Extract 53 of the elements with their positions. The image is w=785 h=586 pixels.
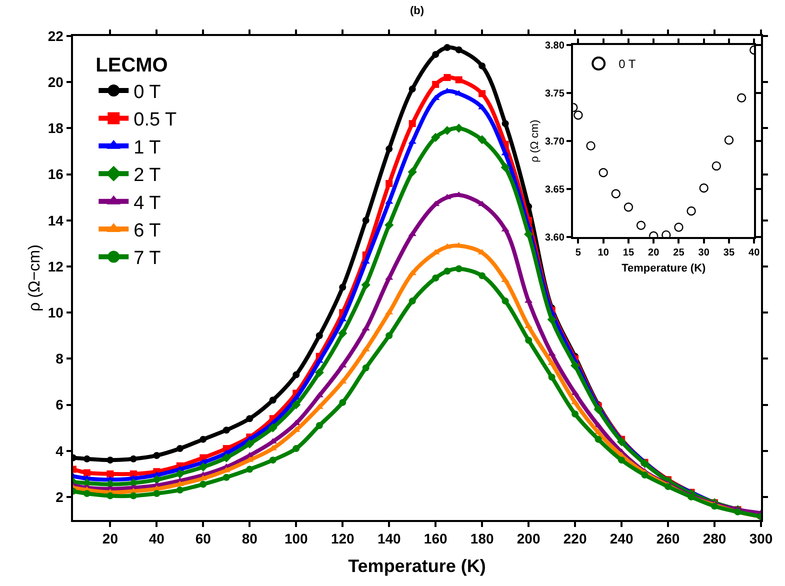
x-tick-label: 15 <box>622 248 634 259</box>
x-tick-label: 260 <box>656 530 680 547</box>
x-tick-label: 120 <box>330 530 355 547</box>
y-tick-label: 18 <box>48 120 64 136</box>
x-tick-label: 240 <box>610 530 634 547</box>
legend-label: 0 T <box>134 82 162 103</box>
x-tick-label: 35 <box>723 248 735 259</box>
y-tick-label: 2 <box>56 488 64 505</box>
legend-label: 7 T <box>134 248 162 270</box>
y-tick-label: 8 <box>56 350 64 367</box>
legend-label: 2 T <box>134 165 162 186</box>
x-tick-label: 60 <box>195 530 212 547</box>
x-tick-label: 40 <box>148 530 165 547</box>
legend-label: 6 T <box>134 220 162 242</box>
y-tick-label: 3.75 <box>544 88 565 100</box>
x-tick-label: 20 <box>102 530 118 547</box>
x-tick-label: 80 <box>242 530 258 547</box>
y-tick-label: 12 <box>48 258 64 274</box>
x-axis-title: Temperature (K) <box>622 262 706 274</box>
x-tick-label: 40 <box>748 248 760 259</box>
y-tick-label: 3.80 <box>544 40 565 52</box>
y-tick-label: 14 <box>48 212 64 228</box>
legend-label: 0 T <box>618 57 636 72</box>
y-tick-label: 3.65 <box>544 184 565 196</box>
x-tick-label: 10 <box>598 248 610 259</box>
y-tick-label: 4 <box>56 442 64 459</box>
legend-label: 4 T <box>134 192 162 214</box>
x-axis-title: Temperature (K) <box>348 556 486 576</box>
y-tick-label: 6 <box>56 396 64 413</box>
x-tick-label: 20 <box>648 248 660 259</box>
x-tick-label: 160 <box>424 530 448 547</box>
x-tick-label: 30 <box>698 248 710 259</box>
y-axis-title: ρ (Ω cm) <box>529 120 542 162</box>
chart-title: (b) <box>410 5 424 17</box>
y-tick-label: 10 <box>48 304 64 320</box>
x-tick-label: 300 <box>749 530 773 547</box>
y-tick-label: 3.60 <box>544 232 565 244</box>
y-tick-label: 22 <box>48 28 64 44</box>
x-tick-label: 140 <box>377 530 402 547</box>
y-tick-label: 3.70 <box>544 136 565 148</box>
y-axis-title: ρ (Ω−cm) <box>26 244 44 312</box>
x-tick-label: 5 <box>575 248 582 259</box>
legend-title: LECMO <box>96 54 168 77</box>
legend-label: 1 T <box>134 137 162 158</box>
legend-label: 0.5 T <box>134 110 177 131</box>
x-tick-label: 280 <box>702 530 726 547</box>
y-tick-label: 16 <box>48 166 64 182</box>
x-tick-label: 200 <box>516 530 540 547</box>
x-tick-label: 180 <box>470 530 494 547</box>
x-tick-label: 25 <box>673 248 685 259</box>
y-tick-label: 20 <box>48 74 64 90</box>
x-tick-label: 100 <box>284 530 308 547</box>
x-tick-label: 220 <box>563 530 587 547</box>
